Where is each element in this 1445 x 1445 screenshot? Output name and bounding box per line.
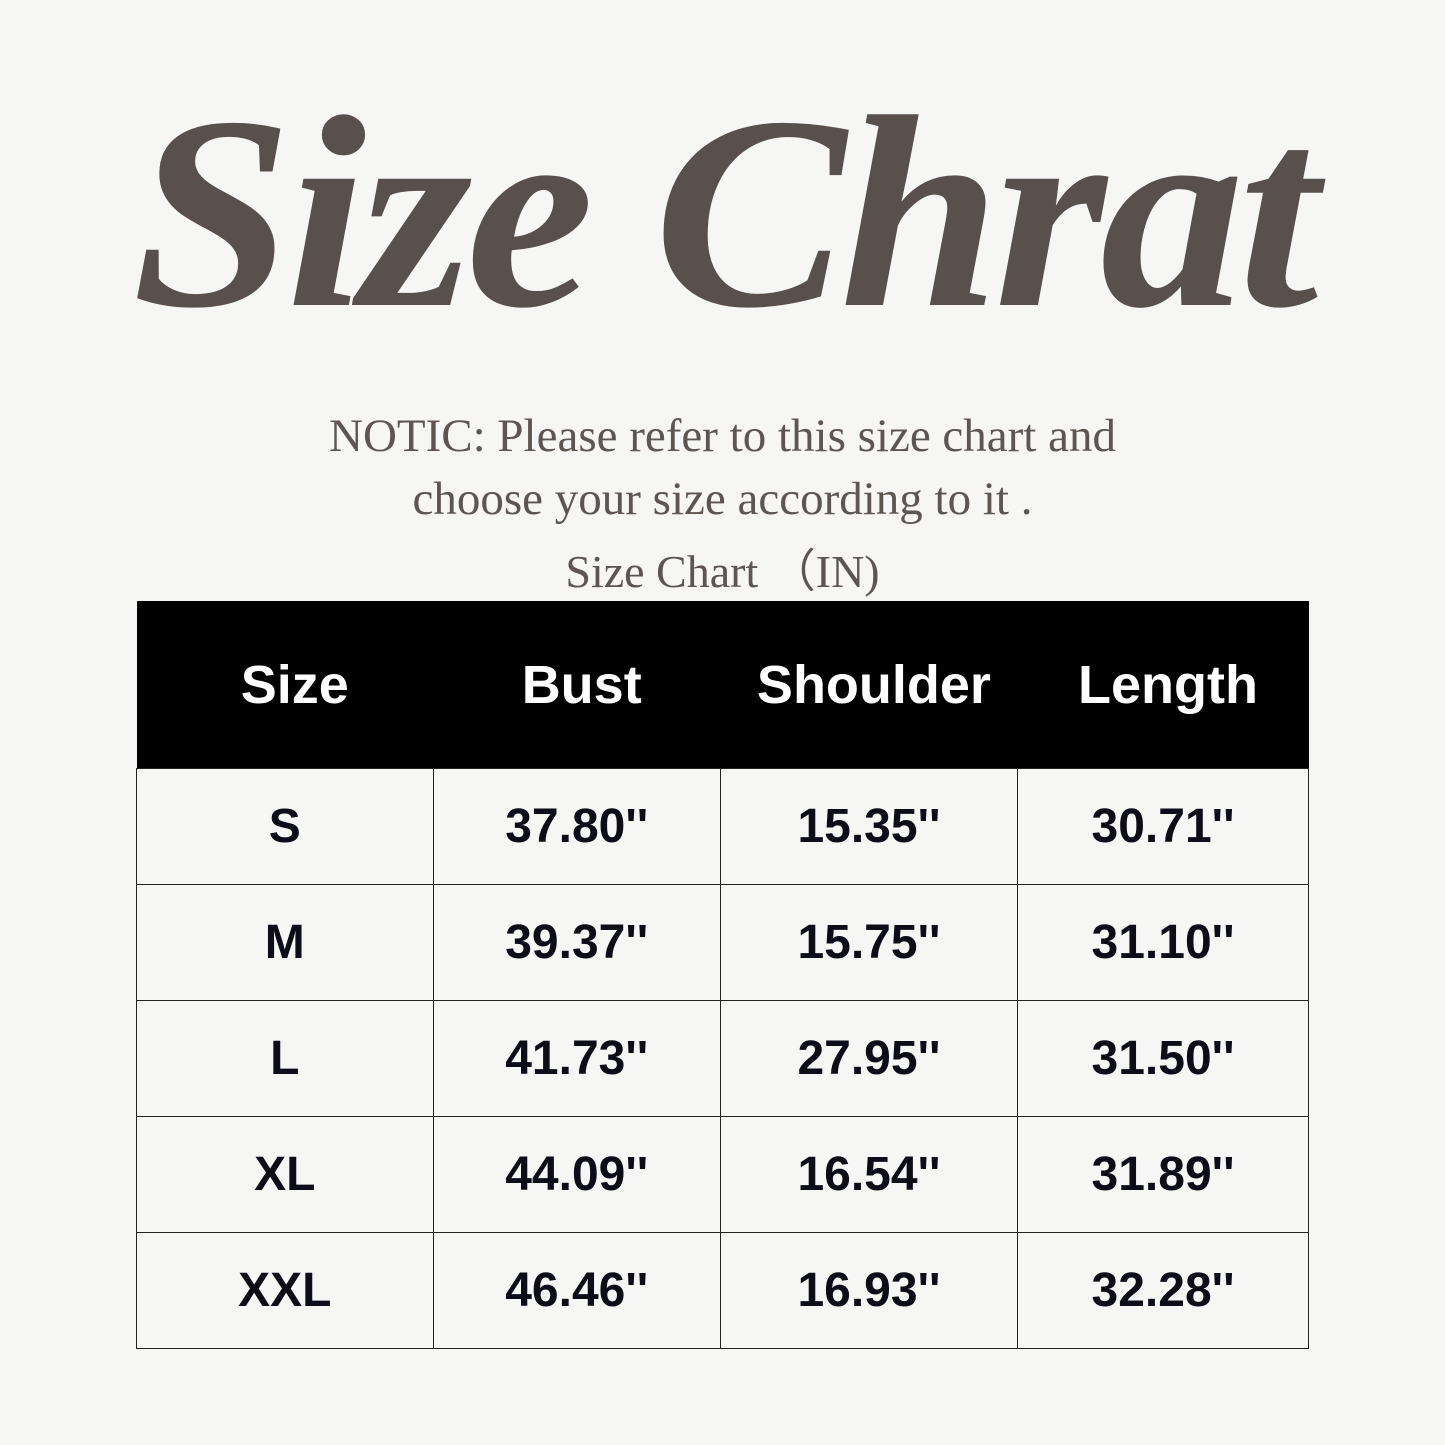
- svg-text:Size Chrat: Size Chrat: [132, 61, 1328, 365]
